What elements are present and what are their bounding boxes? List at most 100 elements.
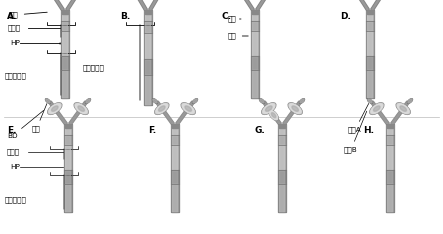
Bar: [251, 70, 259, 98]
Ellipse shape: [369, 102, 384, 115]
Bar: [251, 56, 259, 70]
Bar: [171, 170, 179, 184]
Bar: [62, 21, 67, 31]
Ellipse shape: [78, 106, 85, 111]
Ellipse shape: [155, 102, 169, 115]
Bar: [172, 145, 178, 170]
Bar: [172, 170, 178, 184]
Bar: [61, 21, 69, 31]
Text: C.: C.: [222, 12, 232, 21]
Bar: [145, 59, 151, 75]
Ellipse shape: [268, 110, 279, 121]
Bar: [280, 145, 284, 170]
Bar: [368, 56, 373, 70]
Ellipse shape: [193, 99, 197, 103]
Text: 连接物: 连接物: [7, 149, 20, 155]
Text: HP: HP: [10, 164, 20, 170]
Bar: [171, 145, 179, 170]
Bar: [65, 124, 71, 128]
Bar: [66, 184, 70, 212]
Polygon shape: [241, 0, 254, 11]
Ellipse shape: [368, 99, 372, 103]
Bar: [368, 31, 373, 56]
Ellipse shape: [265, 106, 272, 111]
Polygon shape: [371, 101, 389, 125]
Text: H.: H.: [363, 126, 374, 135]
Bar: [62, 10, 68, 14]
Polygon shape: [149, 0, 161, 11]
Bar: [172, 124, 178, 135]
Bar: [253, 56, 257, 70]
Ellipse shape: [181, 102, 195, 115]
Bar: [61, 70, 69, 98]
Ellipse shape: [153, 99, 157, 103]
Bar: [386, 124, 394, 135]
Ellipse shape: [46, 99, 50, 103]
Bar: [172, 184, 178, 212]
Text: G.: G.: [255, 126, 266, 135]
Bar: [388, 124, 392, 135]
Bar: [253, 31, 257, 56]
Bar: [251, 31, 259, 56]
Text: BD: BD: [7, 110, 44, 139]
Bar: [64, 170, 72, 184]
Bar: [388, 135, 392, 145]
Ellipse shape: [261, 102, 276, 115]
Ellipse shape: [270, 111, 277, 120]
Bar: [62, 10, 67, 21]
Bar: [386, 170, 394, 184]
Ellipse shape: [75, 104, 87, 113]
Bar: [253, 70, 257, 98]
Bar: [366, 21, 374, 31]
Polygon shape: [156, 101, 174, 125]
Bar: [62, 70, 67, 98]
Bar: [253, 10, 257, 21]
Text: 连接物: 连接物: [8, 25, 21, 31]
Ellipse shape: [300, 99, 304, 103]
Ellipse shape: [51, 106, 58, 111]
Ellipse shape: [192, 98, 198, 104]
Text: 效应结构域: 效应结构域: [5, 197, 27, 203]
Polygon shape: [283, 101, 301, 125]
Text: 标签: 标签: [32, 104, 47, 132]
Bar: [144, 10, 152, 21]
Ellipse shape: [299, 98, 305, 104]
Bar: [366, 56, 374, 70]
Bar: [280, 170, 284, 184]
Bar: [386, 135, 394, 145]
Bar: [66, 135, 70, 145]
Polygon shape: [49, 101, 67, 125]
Bar: [66, 145, 70, 170]
Bar: [388, 184, 392, 212]
Bar: [366, 70, 374, 98]
Bar: [278, 135, 286, 145]
Bar: [145, 10, 151, 14]
Text: 标签A: 标签A: [348, 103, 369, 133]
Bar: [366, 10, 374, 21]
Bar: [144, 75, 152, 105]
Ellipse shape: [289, 104, 301, 113]
Bar: [145, 33, 151, 59]
Ellipse shape: [408, 99, 412, 103]
Text: 接头: 接头: [228, 16, 241, 22]
Bar: [367, 10, 373, 14]
Ellipse shape: [288, 102, 303, 115]
Ellipse shape: [367, 98, 373, 104]
Polygon shape: [371, 0, 384, 11]
Ellipse shape: [45, 98, 51, 104]
Bar: [253, 21, 257, 31]
Bar: [66, 170, 70, 184]
Ellipse shape: [156, 104, 167, 113]
Ellipse shape: [407, 98, 413, 104]
Bar: [61, 10, 69, 21]
Polygon shape: [69, 101, 87, 125]
Bar: [144, 33, 152, 59]
Bar: [66, 124, 70, 135]
Text: E.: E.: [7, 126, 16, 135]
Text: 效应结构域: 效应结构域: [5, 73, 27, 79]
Ellipse shape: [396, 102, 411, 115]
Text: 标签: 标签: [10, 12, 47, 18]
Bar: [62, 56, 67, 70]
Polygon shape: [66, 0, 79, 11]
Bar: [144, 21, 152, 33]
